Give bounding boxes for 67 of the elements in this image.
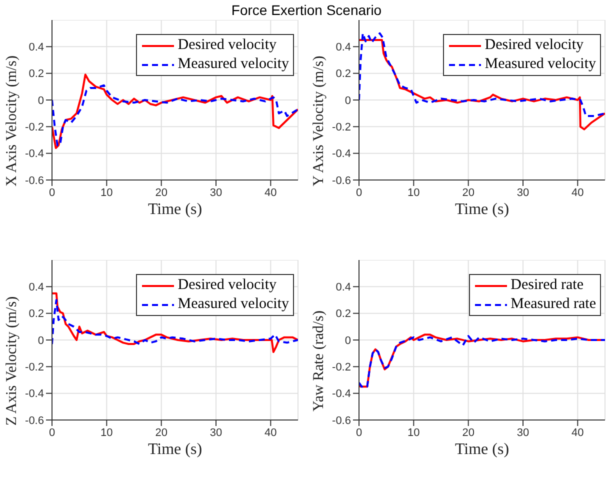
x-tick-label: 20 [155, 426, 168, 439]
x-tick-label: 0 [356, 186, 362, 199]
legend-label: Desired rate [510, 276, 584, 295]
y-axis-title: Z Axis Velocity (m/s) [4, 296, 20, 426]
y-tick-label: -0.6 [25, 414, 44, 427]
y-tick-label: 0 [38, 94, 44, 107]
x-tick-label: 10 [100, 426, 113, 439]
line-series [52, 84, 298, 146]
y-tick-label: -0.4 [25, 148, 44, 160]
x-axis-title: Time (s) [148, 441, 202, 458]
legend-label: Desired velocity [484, 36, 584, 55]
y-tick-label: -0.2 [332, 122, 351, 134]
legend-label: Desired velocity [178, 276, 276, 295]
y-tick-label: -0.4 [332, 388, 351, 400]
x-tick-label: 40 [264, 186, 277, 199]
chart-title: Force Exertion Scenario [230, 2, 383, 18]
x-axis-title: Time (s) [454, 441, 510, 458]
y-tick-label: -0.6 [25, 174, 44, 187]
x-tick-label: 10 [408, 186, 420, 199]
y-tick-label: 0.4 [28, 42, 44, 54]
x-tick-label: 40 [264, 426, 277, 439]
y-tick-label: 0 [38, 334, 44, 347]
x-tick-label: 20 [462, 426, 474, 439]
legend-label: Measured velocity [178, 55, 289, 74]
legend-label: Desired velocity [178, 36, 276, 55]
y-tick-label: 0.4 [28, 282, 44, 294]
y-tick-label: -0.4 [25, 388, 44, 400]
x-tick-label: 0 [356, 426, 362, 439]
x-tick-label: 10 [408, 426, 420, 439]
x-tick-label: 30 [210, 426, 222, 439]
y-tick-label: 0.4 [336, 42, 351, 54]
y-tick-label: 0 [344, 94, 351, 107]
y-tick-label: 0.2 [28, 68, 44, 80]
y-axis-title: X Axis Velocity (m/s) [4, 56, 20, 186]
x-tick-label: 20 [155, 186, 168, 199]
x-tick-label: 20 [462, 186, 474, 199]
y-tick-label: -0.6 [332, 174, 351, 187]
x-tick-label: 0 [48, 426, 56, 439]
y-tick-label: -0.2 [25, 362, 44, 374]
line-series [359, 39, 605, 130]
y-tick-label: 0 [344, 334, 351, 347]
y-axis-title: Y Axis Velocity (m/s) [311, 56, 327, 186]
x-axis-title: Time (s) [454, 201, 510, 218]
legend-label: Measured velocity [484, 55, 596, 74]
y-tick-label: 0.2 [336, 68, 351, 80]
y-tick-label: -0.6 [332, 414, 351, 427]
y-tick-label: 0.2 [28, 308, 44, 320]
x-tick-label: 0 [48, 186, 56, 199]
y-tick-label: -0.4 [332, 148, 351, 160]
x-tick-label: 10 [100, 186, 113, 199]
x-tick-label: 40 [572, 186, 584, 199]
x-tick-label: 30 [516, 426, 530, 439]
y-tick-label: -0.2 [332, 362, 351, 374]
line-series [52, 74, 298, 149]
y-axis-title: Yaw Rate (rad/s) [311, 310, 327, 412]
y-tick-label: 0.4 [336, 282, 351, 294]
legend-label: Measured rate [510, 295, 596, 314]
legend-label: Measured velocity [178, 295, 289, 314]
line-series [359, 32, 605, 117]
x-tick-label: 30 [516, 186, 530, 199]
x-axis-title: Time (s) [148, 201, 202, 218]
y-tick-label: -0.2 [25, 122, 44, 134]
line-series [52, 299, 298, 345]
x-tick-label: 40 [572, 426, 584, 439]
line-series [52, 292, 298, 353]
x-tick-label: 30 [210, 186, 222, 199]
y-tick-label: 0.2 [336, 308, 351, 320]
